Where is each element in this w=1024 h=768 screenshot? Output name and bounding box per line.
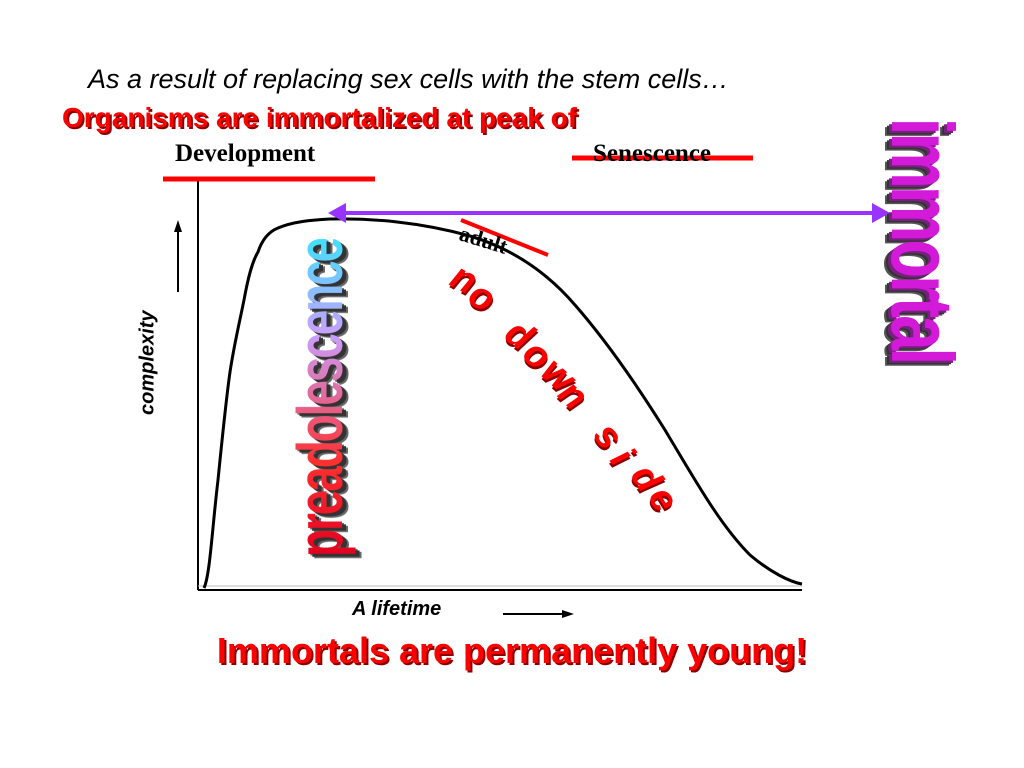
x-axis-arrow-head	[562, 610, 574, 618]
y-axis-arrow-head	[174, 220, 182, 232]
adult-strike	[460, 218, 549, 257]
conclusion-text: Immortals are permanently young!	[216, 630, 808, 671]
headline: Organisms are immortalized at peak of	[62, 102, 578, 133]
development-label: Development	[175, 140, 316, 167]
lifetime-curve	[202, 217, 803, 589]
preadolescence-word: preadolescence	[284, 238, 356, 558]
intro-text: As a result of replacing sex cells with …	[88, 64, 729, 94]
immortal-arrow-head-right	[872, 203, 890, 223]
x-axis-label: A lifetime	[352, 598, 442, 620]
immortal-arrow-head-left	[328, 203, 346, 223]
y-axis-label: complexity	[136, 310, 159, 415]
senescence-label: Senescence	[593, 140, 712, 167]
immortal-word: immortal	[873, 117, 972, 363]
